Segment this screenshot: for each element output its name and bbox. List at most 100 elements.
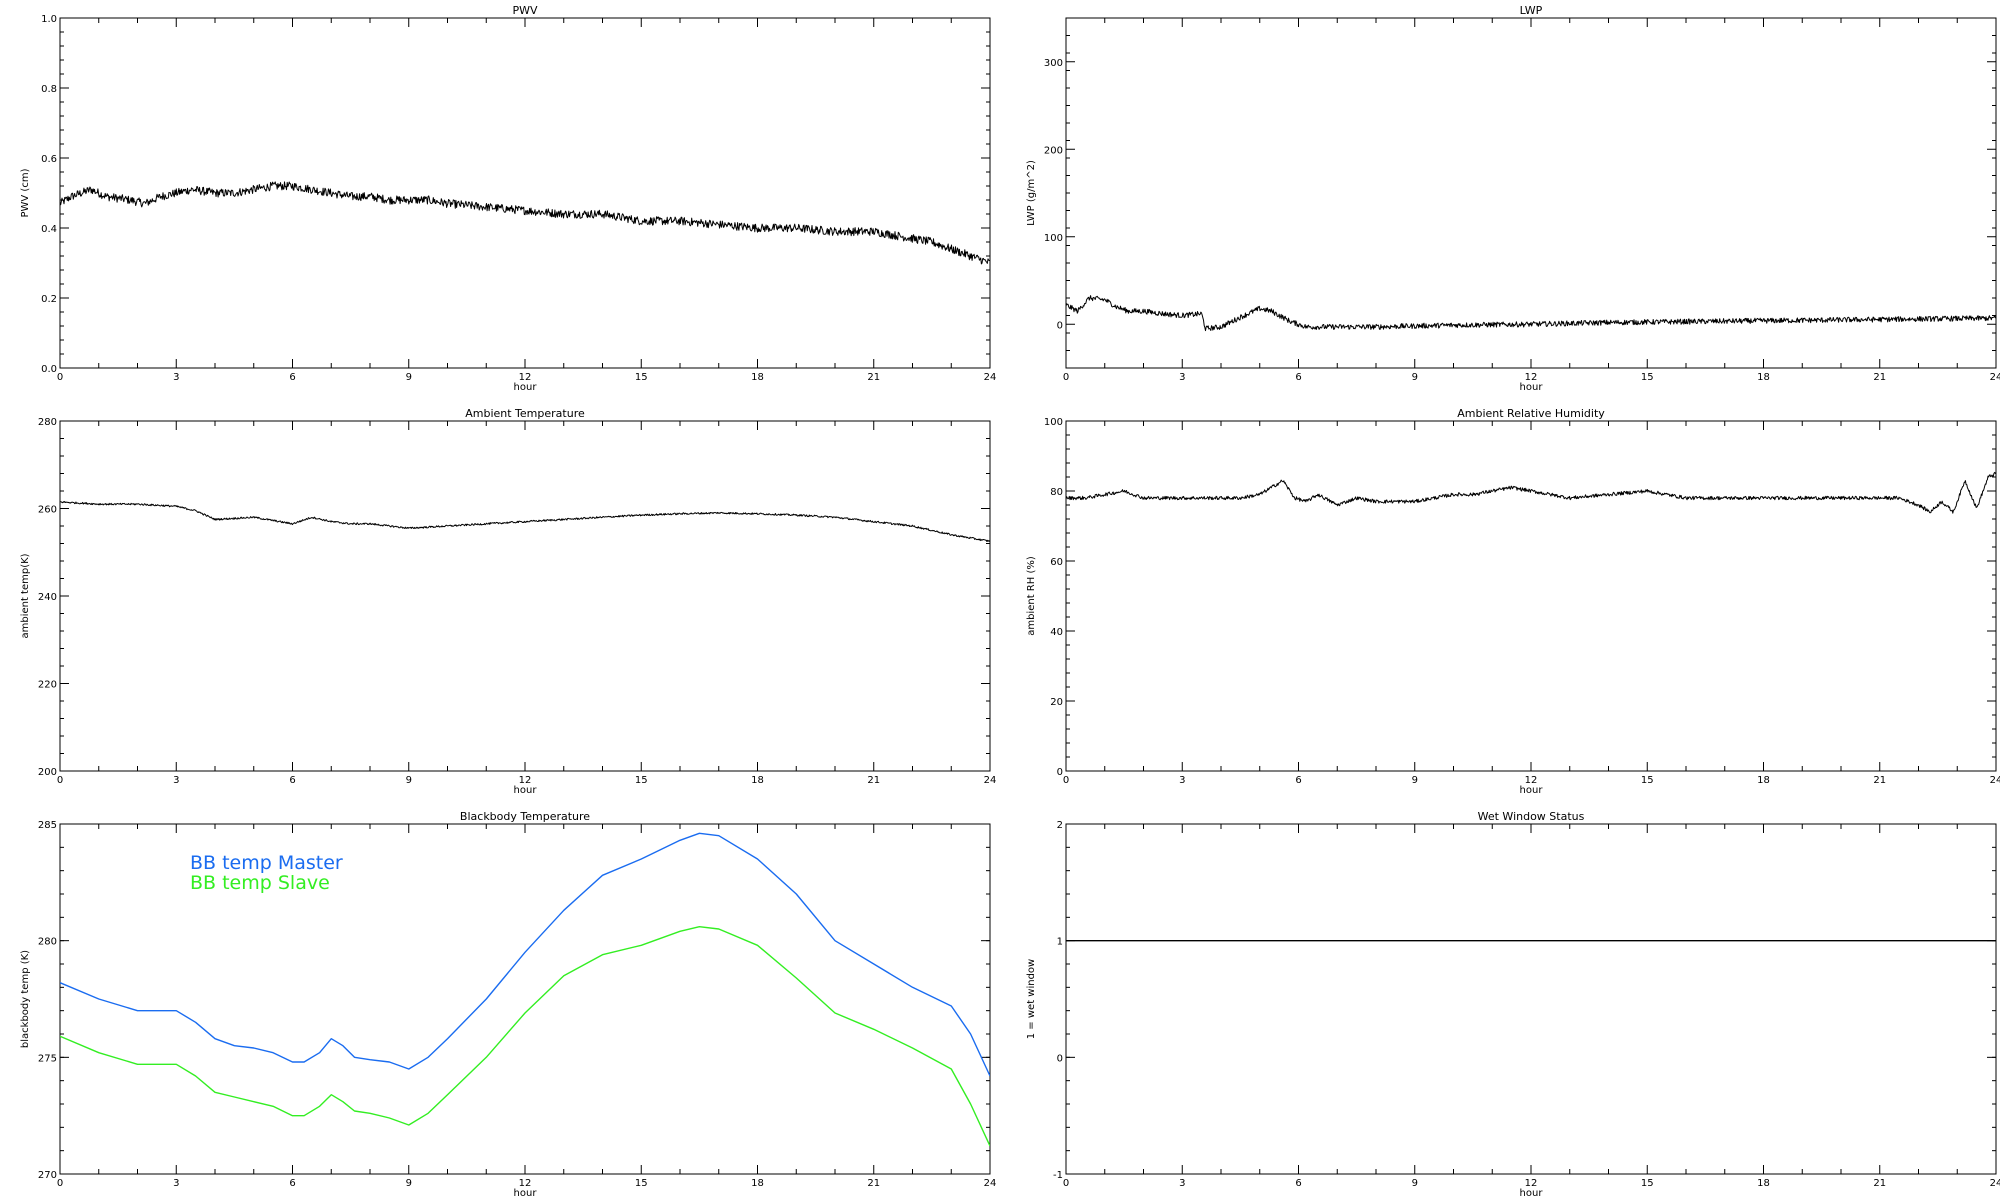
y-tick-label: 1.0 [41, 14, 57, 25]
x-tick-label: 15 [1641, 372, 1654, 383]
x-tick-label: 0 [1063, 775, 1069, 786]
y-axis-label: PWV (cm) [20, 168, 31, 217]
y-tick-label: 220 [38, 680, 57, 691]
x-axis-label: hour [514, 382, 538, 393]
x-tick-label: 6 [1295, 1178, 1301, 1189]
x-tick-label: 18 [751, 775, 764, 786]
y-tick-label: 0 [1057, 320, 1063, 331]
legend-entry: BB temp Slave [190, 872, 330, 894]
x-tick-label: 18 [1757, 1178, 1770, 1189]
y-tick-label: 0 [1057, 767, 1063, 778]
chart-title: Blackbody Temperature [460, 810, 590, 823]
x-tick-label: 9 [1412, 1178, 1418, 1189]
x-tick-label: 9 [1412, 372, 1418, 383]
series-line-0 [60, 181, 990, 265]
y-tick-label: 270 [38, 1170, 57, 1181]
x-tick-label: 12 [1525, 372, 1538, 383]
y-tick-label: 80 [1050, 487, 1063, 498]
y-tick-label: 1 [1057, 937, 1063, 948]
x-tick-label: 3 [1179, 775, 1185, 786]
chart-title: LWP [1520, 4, 1543, 17]
x-tick-label: 15 [1641, 775, 1654, 786]
x-tick-label: 24 [1990, 775, 2000, 786]
x-tick-label: 24 [1990, 1178, 2000, 1189]
x-tick-label: 21 [1873, 372, 1886, 383]
x-tick-label: 0 [57, 372, 63, 383]
x-tick-label: 12 [519, 372, 532, 383]
x-tick-label: 6 [1295, 775, 1301, 786]
y-tick-label: 275 [38, 1053, 57, 1064]
x-tick-label: 15 [635, 372, 648, 383]
x-tick-label: 3 [173, 1178, 179, 1189]
x-tick-label: 3 [1179, 372, 1185, 383]
x-axis-label: hour [514, 1188, 538, 1199]
panel-3: Ambient Relative Humidity 0 3 6 9 12 15 18 21 24 h… [1026, 407, 2000, 796]
x-tick-label: 3 [1179, 1178, 1185, 1189]
chart-title: Ambient Relative Humidity [1457, 407, 1605, 420]
chart-title: Wet Window Status [1478, 810, 1585, 823]
y-axis-label: 1 = wet window [1026, 959, 1037, 1039]
y-tick-label: 200 [38, 767, 57, 778]
series-line-0 [60, 832, 990, 1077]
legend-entry: BB temp Master [190, 852, 343, 874]
x-tick-label: 21 [1873, 1178, 1886, 1189]
y-tick-label: 60 [1050, 557, 1063, 568]
y-tick-label: 280 [38, 417, 57, 428]
series-line-0 [1066, 295, 1996, 332]
y-tick-label: 100 [1044, 233, 1063, 244]
x-tick-label: 18 [751, 1178, 764, 1189]
y-tick-label: 0.6 [41, 154, 57, 165]
x-tick-label: 15 [1641, 1178, 1654, 1189]
x-tick-label: 21 [867, 372, 880, 383]
x-tick-label: 21 [867, 775, 880, 786]
y-tick-label: 40 [1050, 627, 1063, 638]
x-tick-label: 18 [751, 372, 764, 383]
x-axis-label: hour [514, 785, 538, 796]
x-axis-label: hour [1520, 1188, 1544, 1199]
x-tick-label: 21 [867, 1178, 880, 1189]
y-axis-label: ambient RH (%) [1026, 556, 1037, 636]
series-line-1 [60, 926, 990, 1147]
x-tick-label: 15 [635, 775, 648, 786]
x-tick-label: 24 [1990, 372, 2000, 383]
x-tick-label: 24 [984, 372, 997, 383]
x-tick-label: 24 [984, 1178, 997, 1189]
y-axis-label: ambient temp(K) [20, 553, 31, 638]
plot-frame [1065, 823, 1997, 1175]
x-tick-label: 3 [173, 372, 179, 383]
plot-frame [1065, 420, 1997, 772]
y-tick-label: 285 [38, 820, 57, 831]
x-tick-label: 0 [57, 1178, 63, 1189]
panel-1: LWP 0 3 6 9 12 15 18 21 24 hour 0 100 200 300 LWP (g/m^… [1026, 4, 2000, 393]
y-tick-label: 0.8 [41, 84, 57, 95]
x-tick-label: 18 [1757, 372, 1770, 383]
x-tick-label: 9 [406, 1178, 412, 1189]
plot-frame [1065, 17, 1997, 369]
panel-0: PWV 0 3 6 9 12 15 18 21 24 hour 0.0 0.2 0.4 0.6 0.8 1.0 P… [20, 4, 996, 393]
chart-title: PWV [512, 4, 538, 17]
y-axis-label: LWP (g/m^2) [1026, 160, 1037, 226]
x-tick-label: 18 [1757, 775, 1770, 786]
x-tick-label: 12 [1525, 775, 1538, 786]
x-tick-label: 15 [635, 1178, 648, 1189]
series-line-0 [1066, 471, 1996, 514]
y-tick-label: 200 [1044, 145, 1063, 156]
x-tick-label: 6 [289, 775, 295, 786]
y-tick-label: 240 [38, 592, 57, 603]
x-tick-label: 3 [173, 775, 179, 786]
y-tick-label: 0.2 [41, 294, 57, 305]
panel-2: Ambient Temperature 0 3 6 9 12 15 18 21 24 hour 200… [20, 407, 996, 796]
x-tick-label: 6 [1295, 372, 1301, 383]
y-axis-label: blackbody temp (K) [20, 950, 31, 1048]
x-tick-label: 21 [1873, 775, 1886, 786]
x-tick-label: 6 [289, 372, 295, 383]
panel-4: Blackbody Temperature 0 3 6 9 12 15 18 21 24 hour 2… [20, 810, 996, 1199]
x-tick-label: 12 [1525, 1178, 1538, 1189]
x-tick-label: 0 [1063, 372, 1069, 383]
y-tick-label: 100 [1044, 417, 1063, 428]
x-axis-label: hour [1520, 785, 1544, 796]
y-tick-label: 0.4 [41, 224, 57, 235]
y-tick-label: 0 [1057, 1053, 1063, 1064]
